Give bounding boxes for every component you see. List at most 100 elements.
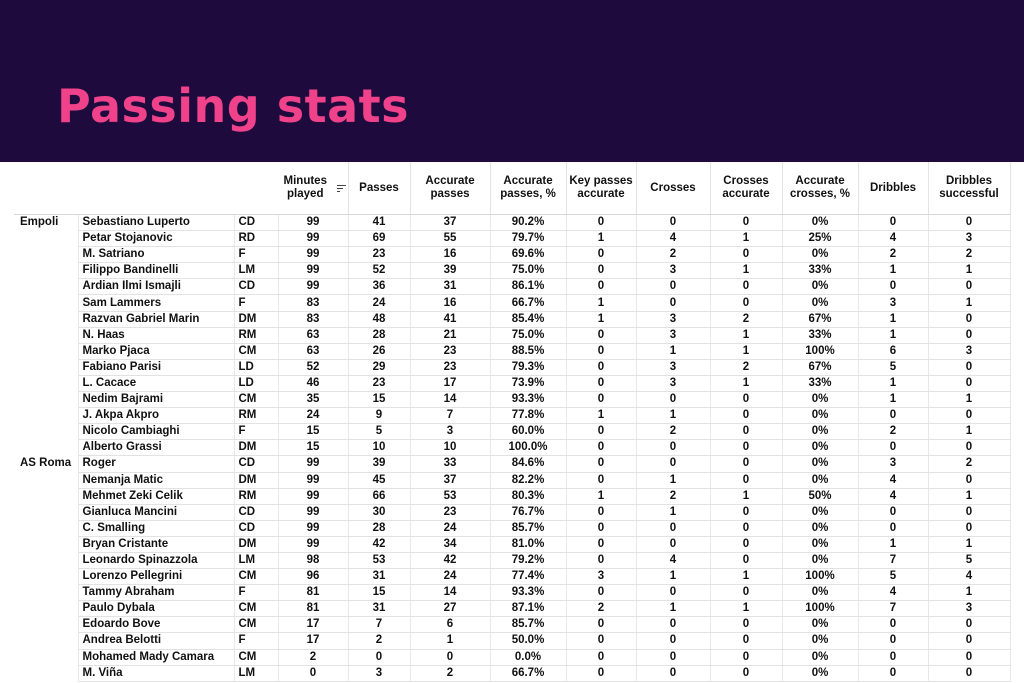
table-row[interactable]: Bryan Cristante DM 99 42 34 81.0% 0 0 0 0% 1 1 [14, 536, 1011, 553]
crosses-accurate-cell: 0 [710, 665, 783, 682]
passes-cell: 5 [348, 423, 411, 441]
dribbles-successful-cell: 0 [928, 439, 1011, 457]
table-row[interactable]: Nedim Bajrami CM 35 15 14 93.3% 0 0 0 0% 1 1 [14, 391, 1011, 409]
accurate-passes-cell: 27 [410, 600, 491, 618]
crosses-cell: 1 [636, 407, 711, 425]
table-row[interactable]: Empoli Sebastiano Luperto CD 99 41 37 90.2% 0 0 0… [14, 214, 1011, 232]
table-row[interactable]: Nemanja Matic DM 99 45 37 82.2% 0 1 0 0% 4 0 [14, 472, 1011, 489]
table-row[interactable]: Paulo Dybala CM 81 31 27 87.1% 2 1 1 100% 7 3 [14, 600, 1011, 618]
table-row[interactable]: Ardian Ilmi Ismajli CD 99 36 31 86.1% 0 0 0 0% 0 0 [14, 278, 1011, 296]
player-name-cell: Lorenzo Pellegrini [77, 568, 235, 586]
crosses-accurate-cell: 1 [710, 327, 783, 344]
dribbles-successful-cell: 0 [928, 504, 1011, 521]
table-row[interactable]: M. Satriano F 99 23 16 69.6% 0 2 0 0% 2 2 [14, 246, 1011, 264]
position-cell: LM [234, 262, 279, 280]
player-name-cell: Mehmet Zeki Celik [77, 488, 235, 505]
sort-descending-icon[interactable] [336, 183, 346, 194]
minutes-played-cell: 99 [278, 536, 349, 553]
column-header-accurate-crosses-pct[interactable]: Accurate crosses, % [782, 162, 859, 215]
accurate-crosses-pct-cell: 100% [782, 568, 859, 586]
player-name-cell: Nedim Bajrami [77, 391, 235, 409]
table-row[interactable]: AS Roma Roger CD 99 39 33 84.6% 0 0 0 0% 3 2 [14, 455, 1011, 473]
team-cell [14, 472, 79, 489]
table-row[interactable]: Sam Lammers F 83 24 16 66.7% 1 0 0 0% 3 1 [14, 294, 1011, 312]
table-row[interactable]: Tammy Abraham F 81 15 14 93.3% 0 0 0 0% 4 1 [14, 584, 1011, 602]
crosses-cell: 4 [636, 552, 711, 570]
table-row[interactable]: Fabiano Parisi LD 52 29 23 79.3% 0 3 2 67% 5 0 [14, 359, 1011, 376]
column-header-accurate-passes[interactable]: Accurate passes [410, 162, 491, 215]
accurate-passes-cell: 2 [410, 665, 491, 682]
player-header [78, 162, 234, 215]
accurate-passes-pct-cell: 66.7% [490, 294, 567, 312]
column-header-dribbles[interactable]: Dribbles [858, 162, 929, 215]
crosses-cell: 0 [636, 616, 711, 634]
table-row[interactable]: Marko Pjaca CM 63 26 23 88.5% 0 1 1 100% 6 3 [14, 343, 1011, 360]
table-row[interactable]: M. Viña LM 0 3 2 66.7% 0 0 0 0% 0 0 [14, 665, 1011, 682]
minutes-played-cell: 81 [278, 600, 349, 618]
accurate-passes-cell: 0 [410, 649, 491, 666]
passes-cell: 26 [348, 343, 411, 360]
crosses-cell: 1 [636, 343, 711, 360]
player-name-cell: Alberto Grassi [77, 439, 235, 457]
dribbles-cell: 0 [858, 504, 929, 521]
table-row[interactable]: Andrea Belotti F 17 2 1 50.0% 0 0 0 0% 0 0 [14, 632, 1011, 650]
dribbles-successful-cell: 3 [928, 343, 1011, 360]
passes-cell: 30 [348, 504, 411, 521]
crosses-cell: 3 [636, 327, 711, 344]
player-name-cell: Bryan Cristante [77, 536, 235, 553]
passes-cell: 31 [348, 600, 411, 618]
table-row[interactable]: Mohamed Mady Camara CM 2 0 0 0.0% 0 0 0 0% 0 0 [14, 649, 1011, 666]
accurate-passes-cell: 41 [410, 311, 491, 328]
key-passes-cell: 0 [566, 391, 637, 409]
column-header-minutes-played[interactable]: Minutes played [278, 162, 349, 215]
accurate-passes-pct-cell: 0.0% [490, 649, 567, 666]
column-header-crosses-accurate[interactable]: Crosses accurate [710, 162, 783, 215]
team-cell [14, 375, 79, 392]
table-row[interactable]: Leonardo Spinazzola LM 98 53 42 79.2% 0 4 0 0% 7 5 [14, 552, 1011, 570]
accurate-passes-cell: 34 [410, 536, 491, 553]
accurate-passes-cell: 53 [410, 488, 491, 505]
header-banner: Passing stats [0, 0, 1024, 162]
minutes-played-cell: 99 [278, 278, 349, 296]
table-row[interactable]: Mehmet Zeki Celik RM 99 66 53 80.3% 1 2 1 50% 4 1 [14, 488, 1011, 505]
table-row[interactable]: N. Haas RM 63 28 21 75.0% 0 3 1 33% 1 0 [14, 327, 1011, 344]
table-row[interactable]: L. Cacace LD 46 23 17 73.9% 0 3 1 33% 1 0 [14, 375, 1011, 393]
dribbles-cell: 4 [858, 230, 929, 248]
accurate-crosses-pct-cell: 50% [782, 488, 859, 505]
accurate-passes-pct-cell: 79.2% [490, 552, 567, 570]
column-header-accurate-passes-pct[interactable]: Accurate passes, % [490, 162, 567, 215]
table-row[interactable]: Razvan Gabriel Marin DM 83 48 41 85.4% 1 3 2 67% 1… [14, 311, 1011, 328]
team-cell [14, 262, 79, 279]
table-row[interactable]: Petar Stojanovic RD 99 69 55 79.7% 1 4 1 25% 4 3 [14, 230, 1011, 248]
dribbles-cell: 0 [858, 407, 929, 425]
dribbles-cell: 4 [858, 488, 929, 505]
accurate-crosses-pct-cell: 0% [782, 616, 859, 634]
position-cell: CD [234, 455, 279, 473]
crosses-accurate-cell: 0 [710, 278, 783, 296]
accurate-crosses-pct-cell: 33% [782, 375, 859, 393]
dribbles-successful-cell: 1 [928, 423, 1011, 441]
key-passes-cell: 0 [566, 665, 637, 682]
accurate-passes-cell: 7 [410, 407, 491, 425]
team-cell [14, 359, 79, 376]
table-row[interactable]: Lorenzo Pellegrini CM 96 31 24 77.4% 3 1 1 100% 5 4 [14, 568, 1011, 586]
table-row[interactable]: Filippo Bandinelli LM 99 52 39 75.0% 0 3 1 33% 1 1 [14, 262, 1011, 280]
table-row[interactable]: C. Smalling CD 99 28 24 85.7% 0 0 0 0% 0 0 [14, 520, 1011, 537]
crosses-cell: 0 [636, 536, 711, 553]
table-row[interactable]: J. Akpa Akpro RM 24 9 7 77.8% 1 1 0 0% 0 0 [14, 407, 1011, 425]
table-row[interactable]: Edoardo Bove CM 17 7 6 85.7% 0 0 0 0% 0 0 [14, 616, 1011, 634]
accurate-passes-pct-cell: 93.3% [490, 584, 567, 602]
table-row[interactable]: Gianluca Mancini CD 99 30 23 76.7% 0 1 0 0% 0 0 [14, 504, 1011, 521]
column-header-dribbles-successful[interactable]: Dribbles successful [928, 162, 1011, 215]
crosses-cell: 0 [636, 214, 711, 232]
table-row[interactable]: Alberto Grassi DM 15 10 10 100.0% 0 0 0 0% 0 0 [14, 439, 1011, 457]
column-header-key-passes-accurate[interactable]: Key passes accurate [566, 162, 637, 215]
team-cell [14, 246, 79, 263]
position-cell: F [234, 423, 279, 441]
column-header-passes[interactable]: Passes [348, 162, 411, 215]
passes-cell: 28 [348, 327, 411, 344]
player-name-cell: Fabiano Parisi [77, 359, 235, 376]
column-header-crosses[interactable]: Crosses [636, 162, 711, 215]
table-row[interactable]: Nicolo Cambiaghi F 15 5 3 60.0% 0 2 0 0% 2 1 [14, 423, 1011, 441]
passes-cell: 10 [348, 439, 411, 457]
